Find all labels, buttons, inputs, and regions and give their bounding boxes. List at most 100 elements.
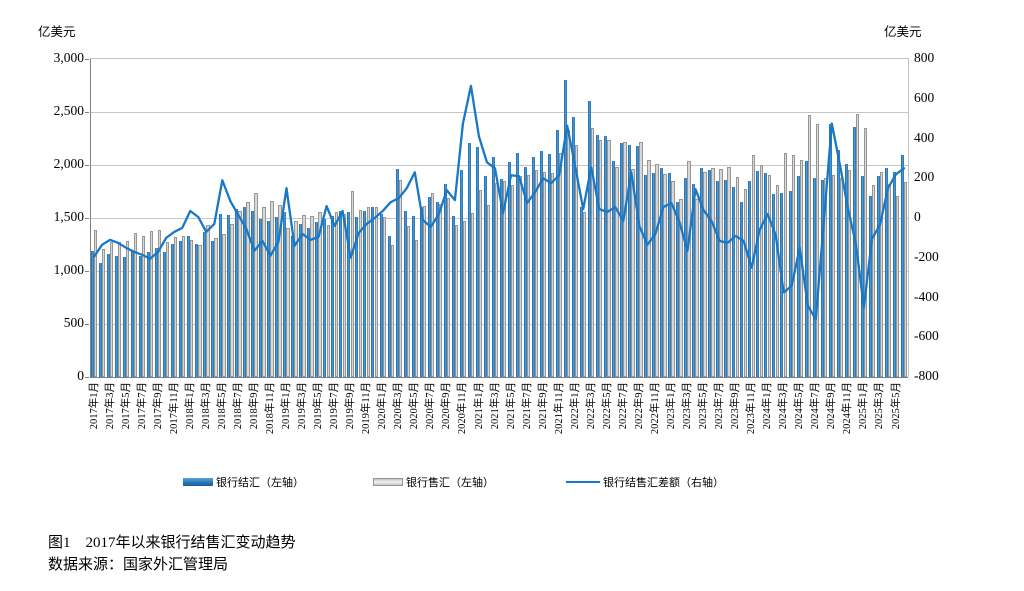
- sales-bar: [703, 172, 707, 377]
- settlement-bar: [227, 215, 231, 377]
- sales-bar: [294, 221, 298, 377]
- x-axis-tick-label: 2024年11月: [842, 382, 854, 435]
- sales-bar: [382, 217, 386, 377]
- x-axis-tick-label: 2017年3月: [104, 382, 116, 430]
- x-axis-tick-label: 2020年9月: [441, 382, 453, 430]
- sales-bar: [462, 220, 467, 377]
- settlement-bar: [451, 215, 455, 377]
- sales-bar: [374, 207, 378, 377]
- sales-bar: [823, 177, 828, 377]
- settlement-bar: [467, 142, 471, 377]
- sales-bar: [551, 172, 555, 377]
- gridline: [90, 218, 908, 219]
- y-axis-tick: [85, 377, 89, 378]
- settlement-bar: [315, 222, 319, 377]
- x-axis-tick-label: 2025年1月: [858, 382, 870, 430]
- sales-bar: [390, 244, 394, 377]
- settlement-bar: [716, 181, 720, 377]
- settlement-bar: [146, 252, 150, 377]
- settlement-bar: [539, 150, 543, 377]
- x-axis-tick-label: 2023年3月: [682, 382, 693, 430]
- x-axis-tick-label: 2024年3月: [778, 382, 790, 430]
- sales-bar: [719, 169, 723, 377]
- sales-bar: [190, 239, 194, 377]
- bottom-axis-line: [90, 377, 908, 378]
- settlement-bar: [660, 168, 664, 377]
- settlement-bar: [900, 155, 904, 377]
- settlement-bar: [652, 172, 656, 377]
- data-source: 数据来源：国家外汇管理局: [48, 557, 229, 573]
- settlement-bar: [323, 219, 327, 377]
- sales-bar: [238, 210, 242, 377]
- settlement-bar: [307, 227, 311, 377]
- sales-bar: [422, 206, 427, 377]
- x-axis-tick-label: 2024年1月: [762, 382, 774, 430]
- y-axis-tick-label: 0: [77, 368, 84, 383]
- sales-bar: [454, 225, 459, 377]
- x-axis-tick-label: 2017年9月: [152, 382, 164, 430]
- sales-bar: [366, 207, 370, 377]
- x-axis-tick-label: 2021年9月: [537, 382, 549, 430]
- x-axis-tick-label: 2017年5月: [120, 382, 132, 430]
- gridline: [90, 324, 908, 325]
- sales-bar: [527, 174, 531, 377]
- sales-bar: [727, 166, 731, 377]
- sales-bar: [438, 204, 443, 377]
- x-axis-tick-label: 2021年1月: [473, 382, 485, 430]
- settlement-bar: [355, 217, 359, 377]
- sales-bar: [230, 224, 234, 377]
- y-axis-tick: [85, 165, 89, 166]
- settlement-bar: [756, 171, 760, 377]
- y-axis-tick-label: 1,000: [53, 262, 84, 277]
- sales-bar: [174, 236, 178, 377]
- settlement-bar: [636, 146, 640, 377]
- settlement-bar: [852, 127, 856, 377]
- settlement-bar: [772, 194, 776, 377]
- sales-bar: [486, 205, 491, 377]
- sales-bar: [695, 198, 699, 377]
- right-axis-tick-label: 0: [914, 209, 921, 224]
- x-axis-tick-label: 2024年7月: [810, 382, 822, 430]
- sales-bar: [310, 215, 314, 377]
- sales-bar: [575, 144, 579, 377]
- settlement-bar: [195, 243, 199, 377]
- settlement-bar: [547, 154, 551, 377]
- sales-bar: [510, 184, 515, 377]
- settlement-swatch-icon: [183, 478, 213, 486]
- figure-caption: 图1 2017年以来银行结售汇变动趋势: [48, 535, 296, 551]
- settlement-bar: [596, 134, 600, 377]
- sales-bar: [711, 168, 715, 377]
- settlement-bar: [884, 167, 888, 377]
- settlement-bar: [491, 156, 495, 377]
- settlement-bar: [235, 209, 239, 377]
- settlement-bar: [515, 153, 519, 377]
- sales-bar: [182, 235, 186, 377]
- settlement-bar: [459, 170, 463, 377]
- sales-bar: [815, 124, 819, 377]
- x-axis-tick-label: 2020年1月: [377, 382, 389, 430]
- settlement-bar: [162, 252, 166, 377]
- sales-bar: [150, 230, 154, 377]
- sales-bar: [679, 199, 683, 377]
- x-axis-tick-label: 2023年11月: [746, 382, 758, 435]
- y-axis-tick-label: 2,000: [53, 156, 84, 171]
- settlement-bar: [259, 219, 263, 377]
- settlement-bar: [820, 179, 824, 377]
- sales-bar: [743, 189, 747, 377]
- settlement-bar: [299, 223, 303, 377]
- sales-bar: [142, 236, 146, 377]
- settlement-bar: [179, 240, 183, 377]
- settlement-bar: [130, 250, 134, 377]
- right-axis-tick-label: -800: [914, 368, 939, 383]
- sales-bar: [599, 139, 603, 377]
- settlement-bar: [844, 164, 848, 377]
- sales-bar: [871, 184, 876, 377]
- settlement-bar: [443, 183, 447, 377]
- settlement-bar: [692, 183, 696, 377]
- settlement-bar: [475, 146, 479, 377]
- sales-bar: [166, 241, 170, 377]
- settlement-bar: [499, 178, 503, 377]
- sales-bar: [615, 166, 619, 377]
- settlement-bar: [604, 136, 608, 377]
